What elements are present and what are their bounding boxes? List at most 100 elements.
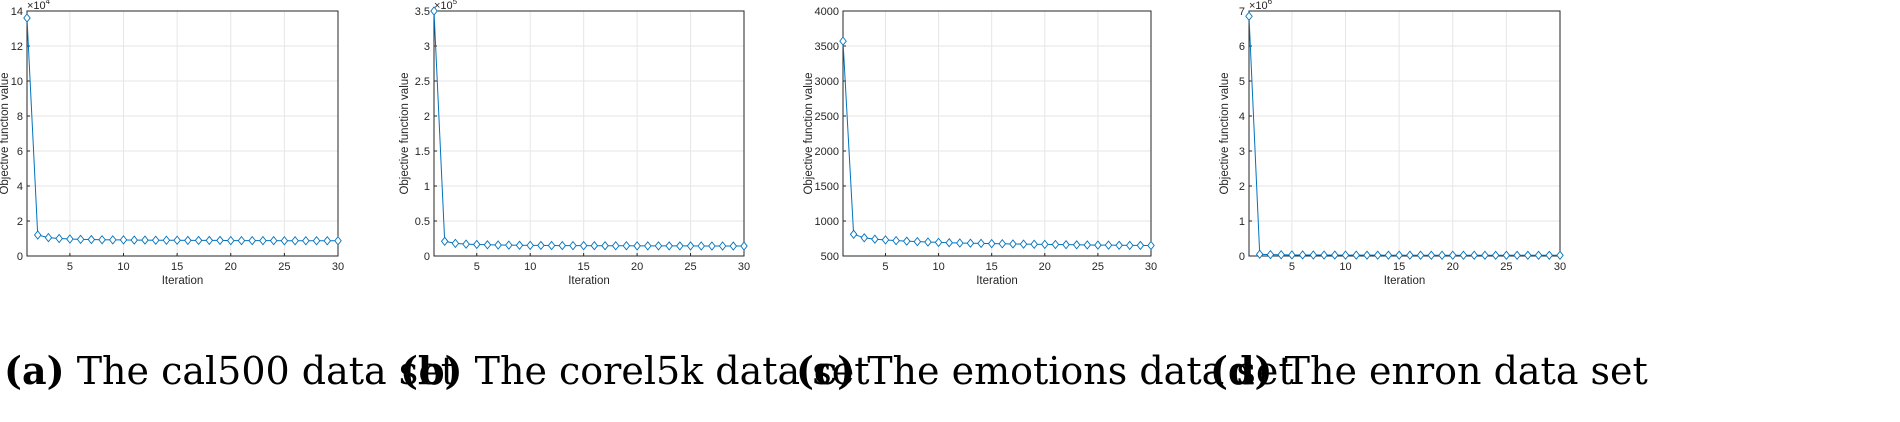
caption-a: (a) The cal500 data set: [4, 348, 456, 393]
y-tick-label: 12: [11, 41, 23, 53]
data-point: [934, 237, 943, 248]
chart-panel-d: 5 10 15 20 25 30 0 1 2 3 4 5 6 7 ×106 Iteration Objectiv…: [1210, 0, 1900, 422]
caption-tag-a: (a): [4, 348, 65, 393]
x-tick-label: 30: [738, 261, 750, 273]
data-point: [902, 236, 911, 246]
data-point: [66, 234, 74, 244]
data-point: [87, 234, 96, 245]
data-point: [1104, 240, 1113, 250]
y-tick-label: 2000: [815, 146, 839, 158]
caption-text-a: The cal500 data set: [76, 349, 457, 393]
data-point: [76, 234, 85, 245]
data-point: [141, 235, 149, 245]
data-point: [665, 241, 673, 251]
y-tick-label: 0: [424, 251, 430, 263]
data-point: [1448, 250, 1457, 260]
chart-panel-b: 5 10 15 20 25 30 0 0.5 1 1.5 2 2.5 3 3.5 ×105 Iteration…: [399, 0, 870, 422]
data-point: [676, 241, 684, 251]
caption-tag-c: (c): [796, 348, 856, 393]
data-point: [23, 13, 31, 23]
y-tick-label: 1000: [815, 216, 839, 228]
data-point: [1072, 240, 1081, 250]
data-point: [1427, 250, 1436, 260]
x-tick-label: 10: [932, 261, 944, 273]
x-tick-label: 15: [578, 261, 590, 273]
data-point: [269, 235, 278, 246]
y-tick-label: 8: [17, 111, 23, 123]
data-point: [881, 235, 890, 245]
data-point: [1277, 250, 1285, 260]
data-point: [1556, 250, 1564, 261]
data-point: [237, 235, 246, 246]
data-point: [505, 240, 513, 250]
y-axis-label: Objective function value: [399, 72, 411, 194]
data-point: [1438, 250, 1446, 260]
data-point: [515, 240, 524, 251]
data-point: [1534, 250, 1543, 261]
y-tick-label: 6: [17, 146, 23, 158]
y-tick-label: 0.5: [415, 216, 430, 228]
y-tick-label: 2: [1239, 181, 1245, 193]
y-exponent-label: ×104: [27, 0, 51, 12]
chart-a: 5 10 15 20 25 30 0 2 4 6 8 10 12 14 ×104 Iteration Objec…: [0, 0, 344, 287]
data-point: [729, 241, 738, 251]
data-point: [718, 241, 727, 251]
data-point: [1481, 250, 1489, 260]
x-axis-label: Iteration: [162, 275, 204, 287]
data-point: [956, 238, 964, 248]
data-point: [998, 239, 1007, 249]
data-point: [312, 236, 321, 246]
data-point: [1009, 239, 1017, 249]
data-point: [839, 36, 847, 46]
caption-text-c: The emotions data set: [867, 349, 1294, 393]
x-tick-label: 20: [225, 261, 237, 273]
x-tick-label: 30: [1554, 261, 1566, 273]
x-tick-label: 15: [1393, 261, 1405, 273]
data-point: [184, 235, 192, 246]
data-point: [1384, 250, 1393, 260]
x-tick-label: 30: [332, 261, 344, 273]
data-point: [55, 233, 63, 244]
y-tick-label: 10: [11, 76, 23, 88]
data-point: [654, 241, 663, 251]
x-tick-label: 25: [1500, 261, 1512, 273]
y-tick-label: 1: [1239, 216, 1245, 228]
data-point: [526, 240, 534, 251]
data-point: [924, 237, 932, 247]
x-tick-label: 20: [1447, 261, 1459, 273]
data-point: [558, 240, 567, 251]
x-tick-label: 10: [117, 261, 129, 273]
y-tick-label: 3500: [815, 41, 839, 53]
x-tick-label: 30: [1145, 261, 1157, 273]
y-tick-label: 2: [17, 216, 23, 228]
data-point: [1395, 250, 1403, 260]
y-tick-label: 5: [1239, 76, 1245, 88]
axes-box: [842, 10, 1152, 257]
x-axis-label: Iteration: [568, 275, 610, 287]
series-line: [842, 41, 1152, 246]
caption-b: (b) The corel5k data set: [400, 348, 870, 393]
x-tick-label: 5: [882, 261, 888, 273]
axes-box: [26, 10, 339, 257]
y-axis-label: Objective function value: [803, 72, 815, 194]
data-point: [291, 236, 299, 246]
data-point: [194, 235, 203, 246]
data-point: [98, 235, 106, 245]
data-point: [334, 236, 342, 246]
y-tick-label: 3000: [815, 76, 839, 88]
y-tick-label: 7: [1239, 6, 1245, 18]
series-line: [1248, 16, 1560, 256]
data-point: [248, 235, 256, 246]
data-point: [205, 235, 214, 246]
data-point: [740, 241, 748, 251]
chart-panel-c: 5 10 15 20 25 30 500 1000 1500 2000 2500 3000 3500 40…: [796, 0, 1294, 422]
data-point: [451, 238, 460, 249]
y-tick-label: 1500: [815, 181, 839, 193]
y-exponent-label: ×105: [434, 0, 458, 12]
x-axis-label: Iteration: [976, 275, 1018, 287]
data-point: [1352, 250, 1361, 260]
data-point: [966, 238, 975, 248]
y-axis-label: Objective function value: [0, 72, 11, 194]
y-tick-label: 6: [1239, 41, 1245, 53]
data-point: [216, 235, 224, 246]
